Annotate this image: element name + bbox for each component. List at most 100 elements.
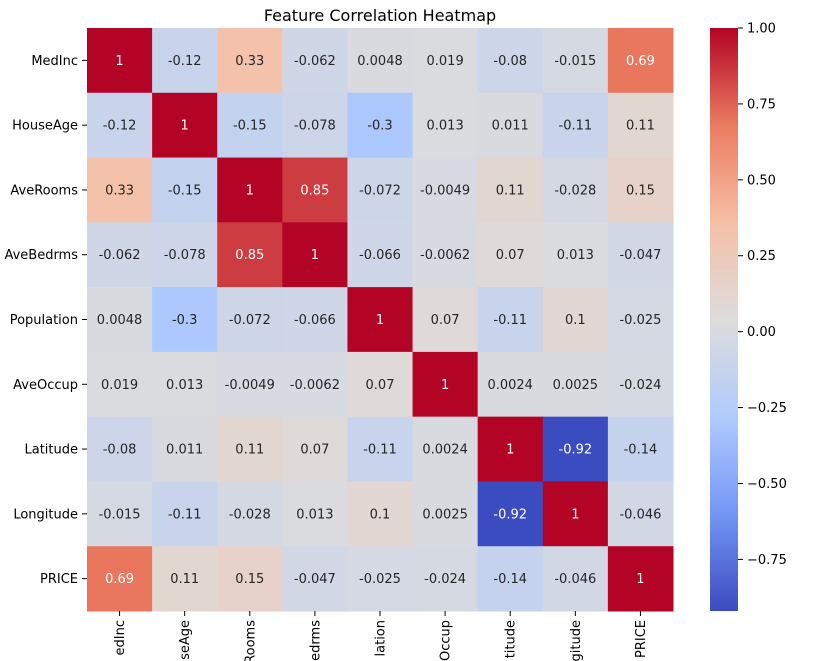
cell-value-label: -0.025	[619, 313, 661, 328]
cell-value-label: 1	[246, 183, 254, 198]
cell-value-label: -0.028	[554, 183, 596, 198]
cell-value-label: -0.066	[359, 248, 401, 263]
cell-value-label: -0.11	[363, 443, 397, 458]
row-tick-label: HouseAge	[12, 119, 78, 134]
cell-value-label: 0.011	[166, 443, 203, 458]
cell-value-label: 0.013	[166, 378, 203, 393]
heatmap-cell	[152, 351, 218, 418]
cell-value-label: -0.062	[294, 54, 336, 69]
heatmap-cell	[542, 481, 609, 547]
cell-value-label: -0.92	[559, 443, 593, 458]
cell-value-label: 0.85	[235, 248, 264, 263]
heatmap-cell	[347, 416, 414, 482]
heatmap-cell	[152, 157, 218, 223]
cell-value-label: 1	[571, 507, 579, 522]
heatmap-cell	[87, 222, 153, 288]
heatmap-cell	[477, 481, 544, 547]
heatmap-cell	[607, 351, 674, 418]
heatmap-cell	[607, 287, 674, 353]
heatmap-cell	[282, 222, 348, 288]
heatmap-cell	[542, 28, 609, 94]
heatmap-cell	[477, 287, 544, 353]
heatmap-cell	[542, 92, 609, 159]
column-tick-label: edrms	[308, 620, 323, 661]
cell-value-label: 0.0024	[487, 378, 533, 393]
heatmap-cell	[217, 157, 283, 223]
row-axis: MedInc HouseAge AveRooms AveBedrms Populatio…	[4, 54, 87, 587]
heatmap-cell	[607, 416, 674, 482]
heatmap-cell	[282, 481, 348, 547]
heatmap-cell	[282, 351, 348, 418]
cell-value-label: 0.85	[300, 183, 329, 198]
heatmap-cell	[542, 157, 609, 223]
row-tick-label: Latitude	[24, 443, 78, 458]
heatmap-cell	[477, 351, 544, 418]
cell-value-label: -0.92	[493, 507, 527, 522]
cell-value-label: 0.0025	[553, 378, 599, 393]
row-tick-label: AveOccup	[13, 378, 78, 393]
cell-value-label: -0.028	[229, 507, 271, 522]
heatmap-cell	[347, 481, 414, 547]
heatmap-cell	[607, 157, 674, 223]
colorbar: 1.00 0.75 0.50 0.25 0.00 −0.25 −0.50 −0.75	[710, 22, 787, 611]
cell-value-label: -0.078	[294, 119, 336, 134]
heatmap-cell	[152, 222, 218, 288]
heatmap-cell	[282, 416, 348, 482]
cell-value-label: 0.013	[557, 248, 594, 263]
cell-value-label: -0.078	[164, 248, 206, 263]
heatmap-cell	[282, 157, 348, 223]
cell-value-label: 1	[636, 572, 644, 587]
cell-value-label: -0.11	[559, 119, 593, 134]
heatmap-cell	[152, 287, 218, 353]
cell-value-label: -0.15	[168, 183, 202, 198]
column-tick-label: PRICE	[634, 620, 649, 658]
cell-value-label: -0.0049	[420, 183, 470, 198]
heatmap-cell	[412, 481, 479, 547]
cell-value-label: 0.0048	[357, 54, 403, 69]
cell-value-label: -0.11	[168, 507, 202, 522]
heatmap-cell	[412, 222, 479, 288]
cell-value-label: -0.015	[554, 54, 596, 69]
heatmap-cell	[477, 222, 544, 288]
heatmap-cell	[282, 287, 348, 353]
cell-value-label: 0.019	[101, 378, 138, 393]
column-tick-label: titude	[504, 620, 519, 658]
heatmap-cell	[607, 481, 674, 547]
cell-value-label: -0.08	[493, 54, 527, 69]
colorbar-tick-label: −0.50	[747, 477, 787, 492]
heatmap-cell	[347, 222, 414, 288]
heatmap-cell	[87, 546, 153, 612]
heatmap-cell	[542, 287, 609, 353]
cell-value-label: -0.047	[619, 248, 661, 263]
cell-value-label: -0.046	[619, 507, 661, 522]
heatmap-cell	[542, 416, 609, 482]
heatmap-cell	[282, 28, 348, 94]
column-tick-label: lation	[374, 620, 389, 656]
cell-value-label: -0.3	[367, 119, 392, 134]
heatmap-cell	[412, 157, 479, 223]
cell-value-label: -0.047	[294, 572, 336, 587]
cell-value-label: 1	[376, 313, 384, 328]
cell-value-label: -0.046	[554, 572, 596, 587]
heatmap-cell	[412, 416, 479, 482]
cell-value-label: 0.07	[366, 378, 395, 393]
column-tick-label: edInc	[113, 620, 128, 655]
heatmap-cell	[412, 351, 479, 418]
heatmap-cell	[412, 92, 479, 159]
heatmap-cell	[347, 157, 414, 223]
cell-value-label: 0.019	[427, 54, 464, 69]
heatmap-cell	[282, 546, 348, 612]
column-axis: edInc seAge Rooms edrms lation Occup titude git…	[113, 611, 649, 661]
cell-value-label: -0.14	[493, 572, 527, 587]
cell-value-label: -0.08	[103, 443, 137, 458]
row-tick-label: PRICE	[40, 572, 78, 587]
colorbar-tick-label: 0.00	[747, 325, 776, 340]
cell-value-label: -0.11	[493, 313, 527, 328]
cell-value-label: 0.1	[370, 507, 391, 522]
heatmap-cell	[87, 28, 153, 94]
cell-value-label: -0.3	[172, 313, 197, 328]
heatmap-cell	[217, 92, 283, 159]
row-tick-label: Longitude	[13, 507, 78, 522]
colorbar-tick-label: 0.25	[747, 249, 776, 264]
